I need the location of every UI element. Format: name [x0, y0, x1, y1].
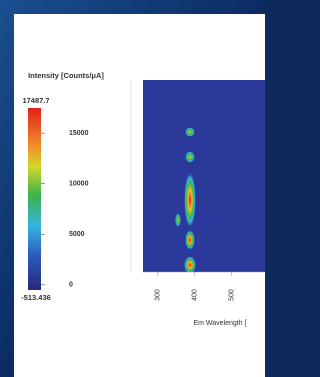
x-tick-label: 400: [192, 289, 199, 301]
peak: [184, 256, 196, 274]
colorbar-min: -513.436: [21, 293, 51, 302]
x-tick-label: 500: [229, 289, 236, 301]
peak: [184, 172, 196, 228]
colorbar-tick-label: 0: [69, 282, 73, 289]
heatmap: [143, 80, 265, 274]
colorbar-tick-label: 15000: [69, 130, 89, 137]
peak: [185, 230, 195, 250]
x-tick-label: 300: [155, 289, 162, 301]
colorbar-title: Intensity [Counts/μA]: [28, 71, 104, 80]
colorbar-max: 17487.7: [22, 96, 49, 105]
heatmap-field: [143, 80, 265, 272]
x-axis-label: Em Wavelength [: [193, 320, 246, 327]
peak: [175, 213, 181, 227]
peak: [185, 127, 195, 137]
colorbar-tick-label: 5000: [69, 231, 85, 238]
colorbar-tick-label: 10000: [69, 181, 89, 188]
colorbar: [28, 108, 41, 290]
screenshot: Intensity [Counts/μA] 17487.7 -513.436 E…: [0, 0, 265, 377]
peak: [185, 151, 195, 163]
